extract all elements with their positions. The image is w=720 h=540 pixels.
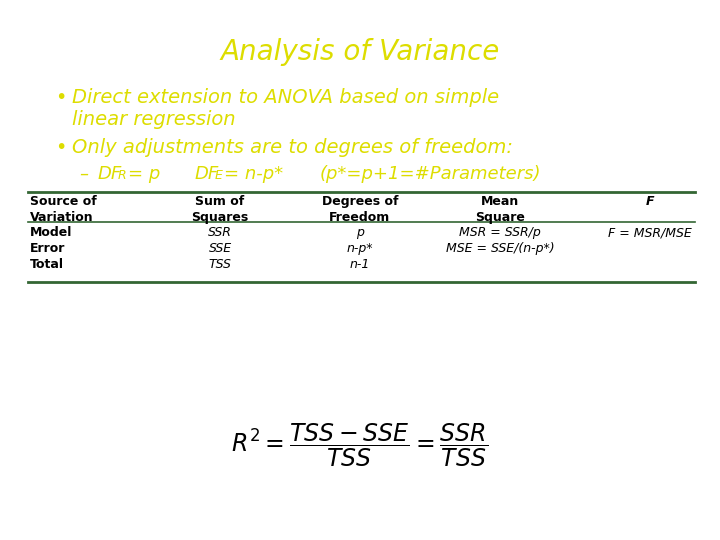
Text: Error: Error — [30, 242, 66, 255]
Text: •: • — [55, 138, 66, 157]
Text: = p: = p — [128, 165, 161, 183]
Text: DF: DF — [98, 165, 122, 183]
Text: (p*=p+1=#Parameters): (p*=p+1=#Parameters) — [320, 165, 541, 183]
Text: DF: DF — [195, 165, 220, 183]
Text: SSR: SSR — [208, 226, 232, 239]
Text: Degrees of
Freedom: Degrees of Freedom — [322, 195, 398, 224]
Text: Only adjustments are to degrees of freedom:: Only adjustments are to degrees of freed… — [72, 138, 513, 157]
Text: F: F — [646, 195, 654, 208]
Text: R: R — [118, 169, 127, 182]
Text: •: • — [55, 88, 66, 107]
Text: MSR = SSR/p: MSR = SSR/p — [459, 226, 541, 239]
Text: $R^2 = \dfrac{TSS - SSE}{TSS} = \dfrac{SSR}{TSS}$: $R^2 = \dfrac{TSS - SSE}{TSS} = \dfrac{S… — [231, 421, 489, 469]
Text: n-p*: n-p* — [347, 242, 373, 255]
Text: F = MSR/MSE: F = MSR/MSE — [608, 226, 692, 239]
Text: Sum of
Squares: Sum of Squares — [192, 195, 248, 224]
Text: Model: Model — [30, 226, 73, 239]
Text: E: E — [215, 169, 223, 182]
Text: TSS: TSS — [209, 258, 231, 271]
Text: linear regression: linear regression — [72, 110, 235, 129]
Text: = n-p*: = n-p* — [224, 165, 283, 183]
Text: Analysis of Variance: Analysis of Variance — [220, 38, 500, 66]
Text: –: – — [80, 165, 95, 183]
Text: n-1: n-1 — [350, 258, 370, 271]
Text: Source of
Variation: Source of Variation — [30, 195, 96, 224]
Text: Total: Total — [30, 258, 64, 271]
Text: Direct extension to ANOVA based on simple: Direct extension to ANOVA based on simpl… — [72, 88, 499, 107]
Text: p: p — [356, 226, 364, 239]
Text: Mean
Square: Mean Square — [475, 195, 525, 224]
Text: SSE: SSE — [208, 242, 232, 255]
Text: MSE = SSE/(n-p*): MSE = SSE/(n-p*) — [446, 242, 554, 255]
